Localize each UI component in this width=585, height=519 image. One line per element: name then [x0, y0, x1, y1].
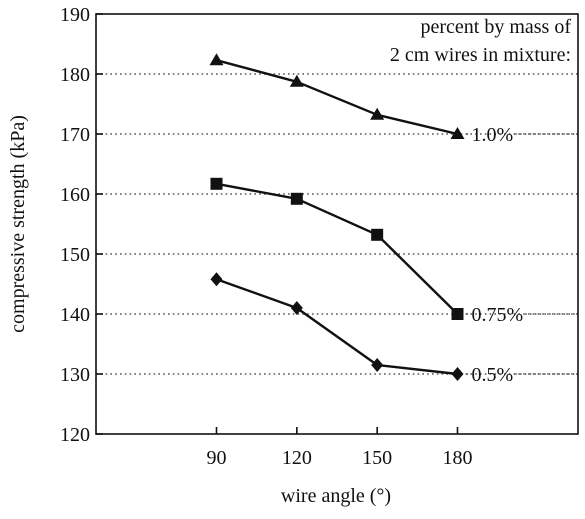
x-tick-label-2: 150 — [362, 447, 392, 469]
tick-labels: 120 130 140 150 160 170 180 190 90 120 150 180 1.0% 0… — [60, 4, 523, 469]
data-point-s1-2 — [371, 228, 384, 241]
data-points — [209, 53, 465, 381]
series-label-1: 0.75% — [472, 304, 524, 326]
y-tick-label-1: 130 — [60, 364, 90, 386]
data-point-s0-3 — [450, 127, 465, 139]
series-line-1 — [216, 182, 459, 315]
y-tick-label-0: 120 — [60, 424, 90, 446]
y-tick-label-3: 150 — [60, 244, 90, 266]
data-point-s0-1 — [289, 74, 304, 87]
legend-title-line-1: percent by mass of — [420, 16, 571, 38]
data-point-s1-0 — [210, 177, 223, 190]
legend-title-line-2: 2 cm wires in mixture: — [390, 44, 571, 66]
series-lines — [216, 59, 578, 376]
series-label-2: 0.5% — [472, 364, 514, 386]
data-point-s2-0 — [210, 272, 223, 287]
x-tick-label-3: 180 — [443, 447, 473, 469]
series-line-0 — [216, 59, 458, 136]
x-tick-label-1: 120 — [282, 447, 312, 469]
y-tick-label-4: 160 — [60, 184, 90, 206]
series-label-0: 1.0% — [472, 124, 514, 146]
y-tick-label-6: 180 — [60, 64, 90, 86]
x-axis-title: wire angle (°) — [281, 485, 391, 507]
data-point-s2-2 — [371, 358, 384, 372]
series-line-2 — [216, 278, 458, 376]
axes — [95, 13, 579, 435]
data-point-s1-3 — [451, 308, 464, 320]
x-tick-label-0: 90 — [207, 447, 227, 469]
y-tick-label-7: 190 — [60, 4, 90, 26]
y-tick-label-5: 170 — [60, 124, 90, 146]
data-point-s2-3 — [451, 367, 464, 381]
y-tick-label-2: 140 — [60, 304, 90, 326]
data-point-s0-2 — [370, 107, 385, 120]
data-point-s1-1 — [290, 192, 303, 205]
y-axis-title: compressive strength (kPa) — [7, 115, 29, 333]
data-point-s0-0 — [209, 53, 224, 66]
data-point-s2-1 — [290, 301, 303, 315]
plot-frame — [95, 13, 579, 435]
grid-lines — [96, 73, 578, 375]
